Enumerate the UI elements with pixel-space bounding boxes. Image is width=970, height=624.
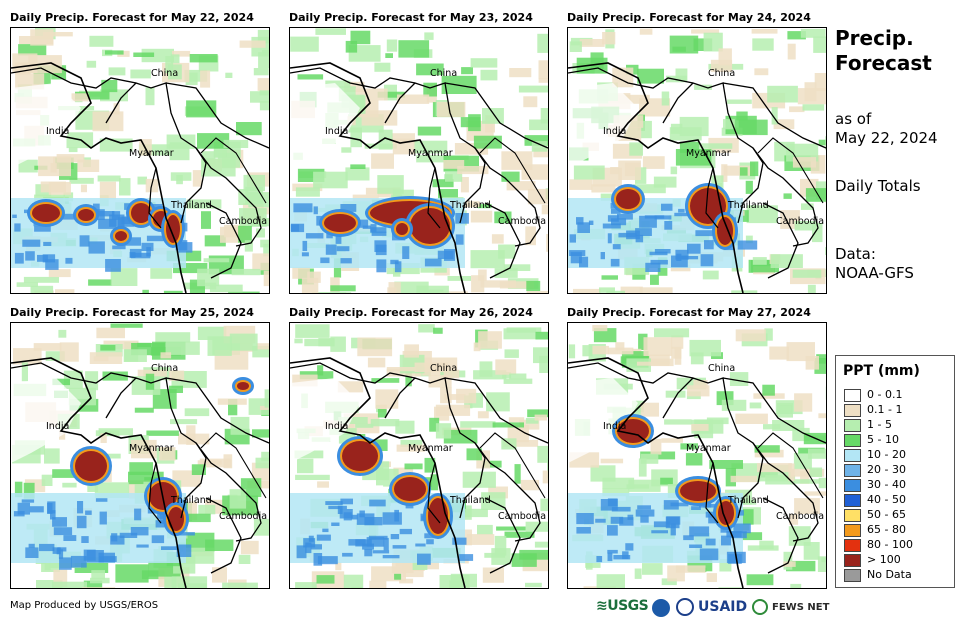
side-title: Precip. Forecast xyxy=(835,26,932,76)
precip-map: China India Myanmar Thailand Cambodia xyxy=(567,27,827,294)
legend-label: 0.1 - 1 xyxy=(867,403,903,416)
map-label-china: China xyxy=(430,68,458,79)
panel-title: Daily Precip. Forecast for May 27, 2024 xyxy=(567,306,811,319)
data-source-line2: NOAA-GFS xyxy=(835,264,914,282)
legend-label: 20 - 30 xyxy=(867,463,906,476)
legend-label: 1 - 5 xyxy=(867,418,892,431)
map-label-cambodia: Cambodia xyxy=(498,511,547,522)
map-label-thailand: Thailand xyxy=(450,495,491,506)
map-label-myanmar: Myanmar xyxy=(686,148,731,159)
fews-globe-icon xyxy=(752,599,768,615)
as-of-date: May 22, 2024 xyxy=(835,129,938,147)
map-label-thailand: Thailand xyxy=(171,200,212,211)
legend-swatch xyxy=(844,524,861,537)
map-label-china: China xyxy=(430,363,458,374)
map-label-thailand: Thailand xyxy=(171,495,212,506)
legend-swatch xyxy=(844,404,861,417)
as-of-line1: as of xyxy=(835,110,872,128)
map-label-cambodia: Cambodia xyxy=(776,511,825,522)
map-label-china: China xyxy=(151,363,179,374)
map-label-india: India xyxy=(603,421,627,432)
legend-title: PPT (mm) xyxy=(843,363,920,379)
panel-title: Daily Precip. Forecast for May 23, 2024 xyxy=(289,11,533,24)
legend-label: 40 - 50 xyxy=(867,493,906,506)
map-label-myanmar: Myanmar xyxy=(129,443,174,454)
map-label-china: China xyxy=(151,68,179,79)
panel-title: Daily Precip. Forecast for May 25, 2024 xyxy=(10,306,254,319)
legend-swatch xyxy=(844,449,861,462)
map-label-myanmar: Myanmar xyxy=(129,148,174,159)
map-label-myanmar: Myanmar xyxy=(408,443,453,454)
map-label-thailand: Thailand xyxy=(450,200,491,211)
legend-label: No Data xyxy=(867,568,912,581)
map-label-cambodia: Cambodia xyxy=(498,216,547,227)
legend-label: 50 - 65 xyxy=(867,508,906,521)
legend-label: 0 - 0.1 xyxy=(867,388,903,401)
map-label-myanmar: Myanmar xyxy=(408,148,453,159)
panel-title: Daily Precip. Forecast for May 24, 2024 xyxy=(567,11,811,24)
legend: PPT (mm) 0 - 0.1 0.1 - 1 1 - 5 5 - 10 10 - 2… xyxy=(835,355,955,588)
panel-title: Daily Precip. Forecast for May 22, 2024 xyxy=(10,11,254,24)
noaa-logo-icon xyxy=(652,599,670,617)
map-label-thailand: Thailand xyxy=(728,200,769,211)
legend-swatch xyxy=(844,494,861,507)
map-label-china: China xyxy=(708,68,736,79)
map-label-myanmar: Myanmar xyxy=(686,443,731,454)
legend-swatch xyxy=(844,479,861,492)
map-label-india: India xyxy=(46,421,70,432)
map-label-cambodia: Cambodia xyxy=(219,216,268,227)
legend-swatch xyxy=(844,569,861,582)
map-label-cambodia: Cambodia xyxy=(776,216,825,227)
usaid-logo: USAID xyxy=(698,599,748,615)
legend-swatch xyxy=(844,434,861,447)
legend-label: 30 - 40 xyxy=(867,478,906,491)
map-label-india: India xyxy=(46,126,70,137)
legend-label: 5 - 10 xyxy=(867,433,899,446)
usaid-seal-icon xyxy=(676,598,694,616)
legend-swatch xyxy=(844,419,861,432)
legend-label: 80 - 100 xyxy=(867,538,913,551)
map-label-thailand: Thailand xyxy=(728,495,769,506)
as-of-text: as of May 22, 2024 xyxy=(835,110,938,148)
legend-label: > 100 xyxy=(867,553,901,566)
map-label-cambodia: Cambodia xyxy=(219,511,268,522)
precip-map: China India Myanmar Thailand Cambodia xyxy=(10,322,270,589)
precip-map: China India Myanmar Thailand Cambodia xyxy=(10,27,270,294)
precip-map: China India Myanmar Thailand Cambodia xyxy=(289,27,549,294)
credit-text: Map Produced by USGS/EROS xyxy=(10,600,159,611)
fews-net-logo: FEWS NET xyxy=(772,602,830,613)
map-label-india: India xyxy=(325,421,349,432)
map-label-india: India xyxy=(325,126,349,137)
legend-swatch xyxy=(844,509,861,522)
legend-swatch xyxy=(844,464,861,477)
legend-swatch xyxy=(844,539,861,552)
map-label-india: India xyxy=(603,126,627,137)
side-title-line1: Precip. xyxy=(835,26,914,50)
legend-label: 65 - 80 xyxy=(867,523,906,536)
map-label-china: China xyxy=(708,363,736,374)
daily-totals-text: Daily Totals xyxy=(835,177,921,195)
panel-title: Daily Precip. Forecast for May 26, 2024 xyxy=(289,306,533,319)
legend-swatch xyxy=(844,554,861,567)
data-source-text: Data: NOAA-GFS xyxy=(835,245,914,283)
legend-label: 10 - 20 xyxy=(867,448,906,461)
usgs-logo: ≋USGS xyxy=(596,598,649,614)
side-title-line2: Forecast xyxy=(835,51,932,75)
precip-map: China India Myanmar Thailand Cambodia xyxy=(567,322,827,589)
legend-swatch xyxy=(844,389,861,402)
data-source-line1: Data: xyxy=(835,245,876,263)
precip-map: China India Myanmar Thailand Cambodia xyxy=(289,322,549,589)
